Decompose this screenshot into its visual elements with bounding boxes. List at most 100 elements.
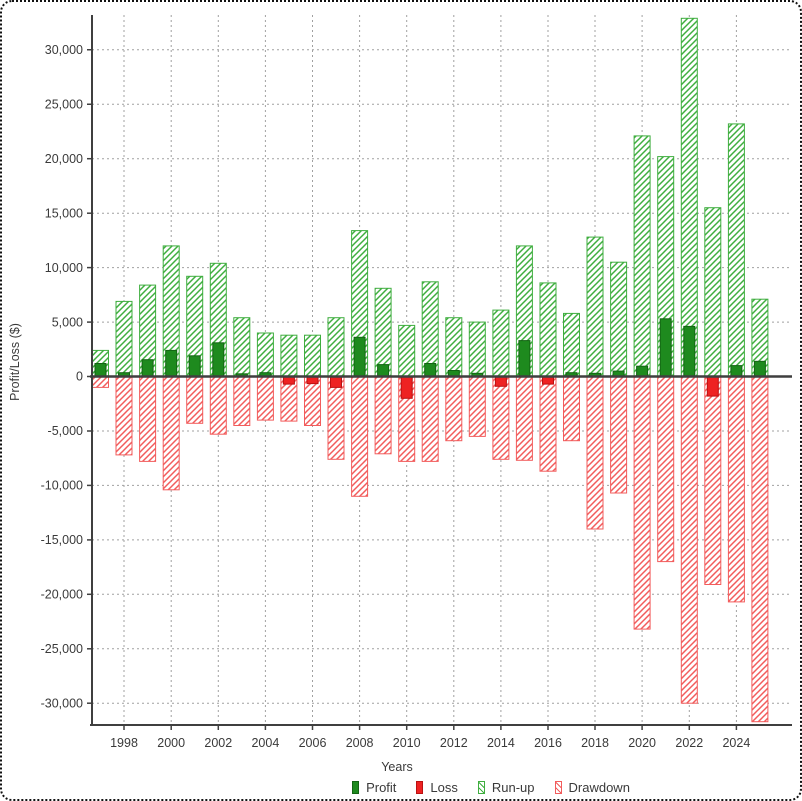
legend-item-loss: Loss: [416, 780, 458, 795]
drawdown-bars: [92, 376, 769, 723]
bar-profit-2021: [659, 318, 672, 377]
profit-swatch-icon: [352, 781, 360, 794]
bar-profit-2000: [165, 349, 178, 377]
legend: Profit Loss Run-up Drawdown: [90, 780, 800, 795]
bar-drawdown-2001: [186, 376, 204, 424]
legend-item-profit: Profit: [352, 780, 396, 795]
legend-item-runup: Run-up: [477, 780, 535, 795]
x-tick-label: 2008: [346, 736, 374, 750]
x-tick-label: 2020: [628, 736, 656, 750]
bar-runup-2017: [563, 312, 580, 378]
x-tick-label: 1998: [110, 736, 138, 750]
bar-profit-2011: [424, 363, 437, 378]
bar-runup-2007: [327, 317, 345, 378]
x-tick-label: 2012: [440, 736, 468, 750]
bar-runup-2013: [468, 321, 486, 378]
bar-drawdown-2020: [633, 376, 651, 630]
bar-drawdown-1998: [115, 376, 133, 456]
bar-drawdown-2008: [351, 376, 369, 497]
axes: [87, 15, 792, 730]
y-tick-label: -25,000: [41, 642, 83, 656]
bar-drawdown-2016: [539, 376, 557, 472]
bar-runup-2019: [610, 261, 628, 378]
x-tick-labels: 1998 2000 2002 2004 2006 2008 2010 2012 2014 2016…: [110, 736, 750, 750]
drawdown-swatch-icon: [554, 781, 562, 794]
bar-drawdown-2022: [680, 376, 698, 704]
y-tick-label: 25,000: [45, 98, 83, 112]
bar-drawdown-2009: [374, 376, 392, 455]
legend-label-loss: Loss: [430, 780, 458, 795]
y-tick-label: 10,000: [45, 261, 83, 275]
y-tick-label: 30,000: [45, 43, 83, 57]
y-axis-title: Profit/Loss ($): [8, 323, 22, 401]
bar-drawdown-2021: [657, 376, 675, 563]
bar-drawdown-2025: [751, 376, 769, 723]
y-tick-label: 0: [76, 370, 83, 384]
bar-runup-2016: [539, 282, 557, 378]
x-tick-label: 2024: [722, 736, 750, 750]
loss-bars: [282, 376, 719, 399]
bar-profit-2002: [212, 342, 225, 378]
bar-drawdown-2014: [492, 376, 510, 460]
bar-runup-2012: [445, 317, 463, 378]
x-tick-label: 2016: [534, 736, 562, 750]
y-tick-label: -5,000: [48, 424, 83, 438]
runup-swatch-icon: [477, 781, 485, 794]
y-tick-label: -20,000: [41, 588, 83, 602]
y-tick-label: 20,000: [45, 152, 83, 166]
x-tick-label: 2002: [204, 736, 232, 750]
bar-drawdown-2017: [563, 376, 580, 442]
x-tick-label: 2018: [581, 736, 609, 750]
x-tick-label: 2006: [299, 736, 327, 750]
bar-loss-2010: [400, 376, 413, 399]
bar-runup-2003: [233, 317, 251, 378]
y-tick-label: -30,000: [41, 696, 83, 710]
y-tick-label: -15,000: [41, 533, 83, 547]
bar-drawdown-2013: [468, 376, 486, 437]
bar-runup-2010: [398, 324, 416, 378]
y-tick-labels: 30,000 25,000 20,000 15,000 10,000 5,000 0 -5,0…: [41, 43, 83, 710]
bar-loss-2007: [330, 376, 342, 388]
bar-runup-2022: [680, 17, 698, 378]
bar-drawdown-2012: [445, 376, 463, 442]
legend-label-drawdown: Drawdown: [568, 780, 630, 795]
bar-runup-2006: [304, 334, 321, 378]
bar-runup-2011: [421, 281, 439, 377]
bar-runup-2004: [256, 332, 274, 378]
x-axis-title: Years: [381, 760, 413, 774]
y-tick-label: 5,000: [52, 315, 83, 329]
x-tick-label: 2010: [393, 736, 421, 750]
x-tick-label: 2022: [675, 736, 703, 750]
runup-bars: [92, 17, 769, 378]
bar-profit-2009: [377, 364, 390, 378]
bar-drawdown-1997: [92, 376, 109, 388]
bar-drawdown-2019: [610, 376, 628, 494]
y-tick-label: -10,000: [41, 479, 83, 493]
bar-drawdown-2018: [586, 376, 604, 530]
bar-profit-1999: [141, 359, 154, 378]
y-tick-label: 15,000: [45, 206, 83, 220]
bar-runup-2018: [586, 236, 604, 377]
bar-profit-2008: [353, 336, 366, 377]
bar-profit-2020: [636, 365, 649, 378]
bar-drawdown-2003: [233, 376, 251, 426]
bar-profit-2025: [753, 360, 766, 377]
bar-profit-2022: [683, 325, 696, 377]
legend-item-drawdown: Drawdown: [554, 780, 630, 795]
bar-drawdown-2023: [704, 376, 722, 585]
bar-profit-2001: [188, 355, 201, 377]
bar-profit-2015: [518, 340, 531, 378]
bar-profit-2024: [730, 365, 743, 378]
bar-runup-2014: [492, 309, 510, 378]
bar-runup-2024: [727, 123, 745, 378]
bar-runup-2009: [374, 287, 392, 377]
bar-drawdown-2007: [327, 376, 345, 460]
x-tick-label: 2004: [251, 736, 279, 750]
bar-profit-1997: [94, 363, 107, 378]
bar-drawdown-2004: [256, 376, 274, 421]
bar-runup-2020: [633, 135, 651, 378]
bar-loss-2014: [494, 376, 507, 387]
bar-drawdown-2011: [421, 376, 439, 462]
